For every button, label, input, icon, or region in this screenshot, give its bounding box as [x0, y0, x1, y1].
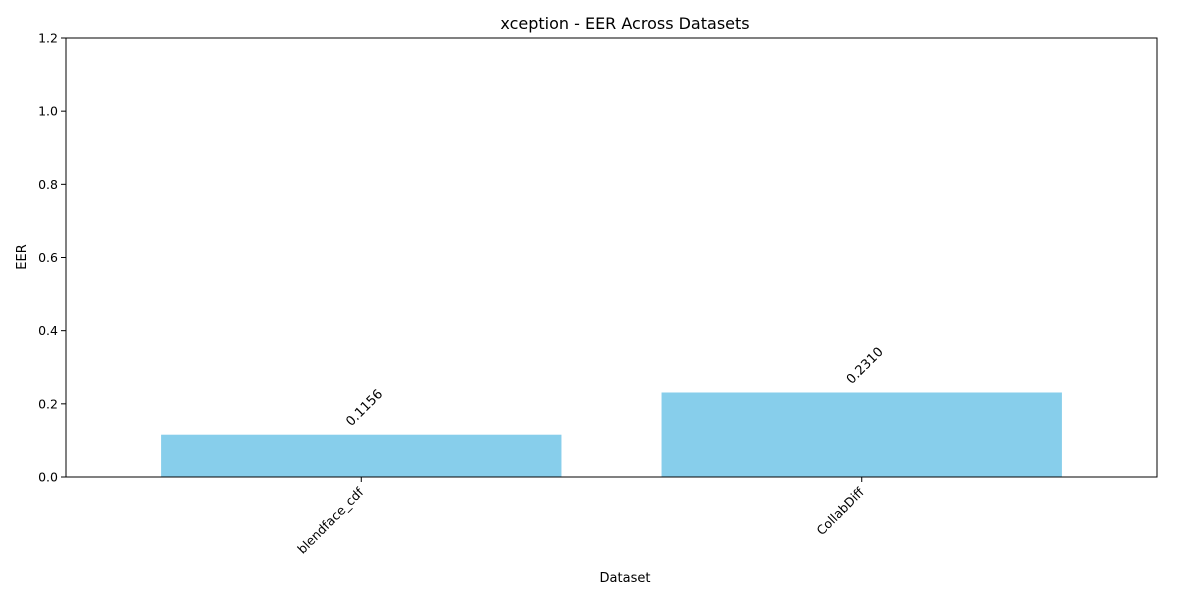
y-axis-label: EER [15, 244, 30, 269]
y-tick-label-0: 0.0 [38, 470, 58, 485]
bar-1 [661, 392, 1062, 477]
x-tick-label-1: CollabDiff [813, 484, 867, 538]
plot-area: 0.1156 blendface_cdf 0.2310 CollabDiff 0.0 0.… [38, 31, 1158, 557]
y-tick-label-4: 0.8 [38, 177, 58, 192]
y-tick-label-6: 1.2 [38, 31, 58, 46]
y-tick-label-1: 0.2 [38, 396, 58, 411]
bar-0 [161, 434, 562, 477]
x-tick-label-0: blendface_cdf [294, 484, 367, 557]
data-label-1: 0.2310 [844, 345, 887, 388]
chart-title: xception - EER Across Datasets [500, 14, 749, 33]
axes-frame [65, 37, 1158, 478]
x-axis-label: Dataset [600, 571, 651, 586]
data-label-0: 0.1156 [343, 387, 386, 430]
y-tick-label-3: 0.6 [38, 250, 58, 265]
y-tick-label-5: 1.0 [38, 104, 58, 119]
y-tick-label-2: 0.4 [38, 323, 58, 338]
